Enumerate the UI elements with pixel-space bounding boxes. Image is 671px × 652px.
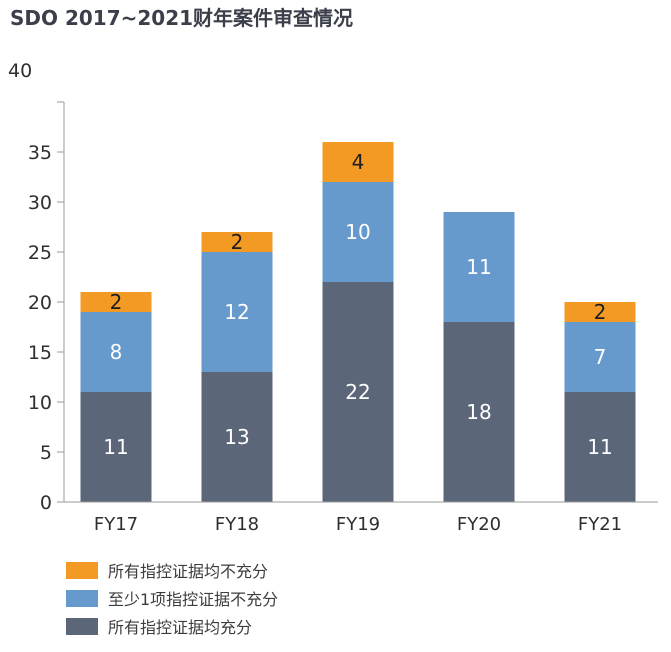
data-label: 22 [345, 380, 370, 404]
data-label: 8 [110, 340, 123, 364]
legend-swatch [66, 589, 98, 607]
legend-swatch [66, 617, 98, 635]
legend-item-at-least-one-insufficient: 至少1项指控证据不充分 [66, 584, 278, 612]
bar-segment [80, 392, 152, 502]
data-label: 18 [466, 400, 491, 424]
y-tick-label: 35 [28, 142, 52, 164]
legend-swatch [66, 561, 98, 579]
bar-segment [443, 322, 515, 502]
y-tick-label: 25 [28, 242, 52, 264]
data-label: 4 [352, 150, 365, 174]
stacked-bar-chart: 0 5 10 15 20 25 30 35 40 11 8 2 FY17 13 12 2 FY18 22 10 4 FY… [8, 60, 658, 535]
data-label: 11 [466, 255, 491, 279]
bar-segment [322, 142, 394, 182]
bar-segment [80, 292, 152, 312]
bar-segment [201, 372, 273, 502]
bar-segment [201, 232, 273, 252]
x-tick-label: FY20 [457, 514, 501, 535]
bar-segment [564, 392, 636, 502]
data-label: 10 [345, 220, 370, 244]
bar-segment [564, 302, 636, 322]
y-tick-label: 0 [40, 492, 52, 514]
legend-item-none-sufficient: 所有指控证据均不充分 [66, 556, 278, 584]
legend-label: 所有指控证据均不充分 [108, 562, 269, 581]
legend: 所有指控证据均不充分 至少1项指控证据不充分 所有指控证据均充分 [66, 556, 278, 640]
x-tick-label: FY18 [215, 514, 259, 535]
y-tick-label: 20 [28, 292, 52, 314]
data-label: 13 [224, 425, 249, 449]
legend-item-all-sufficient: 所有指控证据均充分 [66, 612, 278, 640]
bar-segment [322, 182, 394, 282]
bar-segment [443, 212, 515, 322]
data-label: 11 [103, 435, 128, 459]
chart-title: SDO 2017~2021财年案件审查情况 [10, 6, 354, 30]
bar-segment [564, 322, 636, 392]
data-label: 2 [231, 230, 244, 254]
x-tick-label: FY21 [578, 514, 622, 535]
y-tick-label: 30 [28, 192, 52, 214]
legend-label: 所有指控证据均充分 [108, 618, 253, 637]
y-tick-label: 10 [28, 392, 52, 414]
data-label: 2 [110, 290, 123, 314]
legend-label: 至少1项指控证据不充分 [108, 590, 279, 609]
data-label: 7 [594, 345, 607, 369]
bar-segment [80, 312, 152, 392]
y-tick-label: 15 [28, 342, 52, 364]
x-tick-label: FY17 [94, 514, 138, 535]
y-tick-label: 40 [8, 60, 32, 82]
bar-segment [201, 252, 273, 372]
x-tick-label: FY19 [336, 514, 380, 535]
data-label: 11 [587, 435, 612, 459]
data-label: 12 [224, 300, 249, 324]
y-tick-label: 5 [40, 442, 52, 464]
bar-segment [322, 282, 394, 502]
data-label: 2 [594, 300, 607, 324]
